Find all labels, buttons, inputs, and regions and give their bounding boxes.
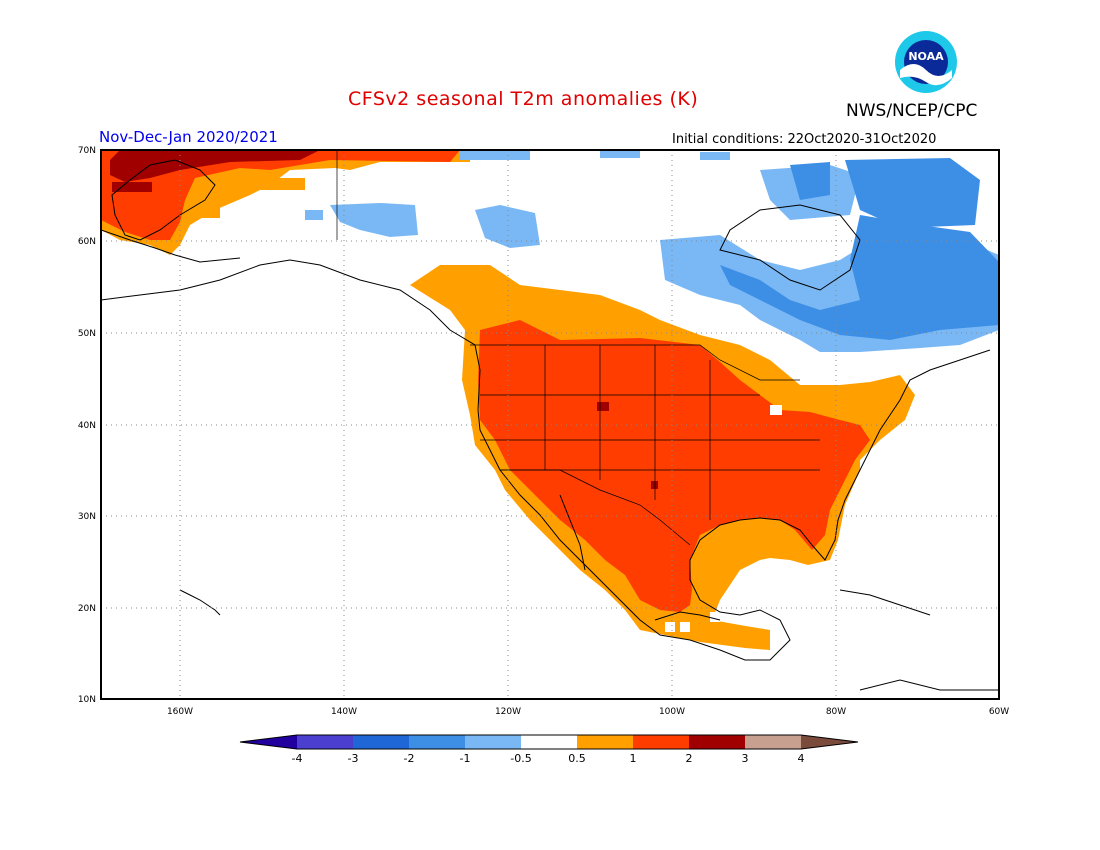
colorbar-segment: [409, 735, 465, 749]
colorbar-arrow-high: [801, 735, 858, 749]
dark-red-patch: [597, 402, 609, 411]
coastlines: [101, 159, 999, 691]
colorbar-segment: [297, 735, 353, 749]
longitude-labels: 160W 140W 120W 100W 80W 60W: [167, 707, 1009, 717]
canada-cool-patches: [305, 150, 999, 352]
colorbar-arrow-low: [240, 735, 297, 749]
colorbar-segment: [577, 735, 633, 749]
lon-label: 60W: [989, 707, 1009, 717]
initial-conditions: Initial conditions: 22Oct2020-31Oct2020: [672, 132, 937, 147]
colorbar-tick: -4: [292, 752, 303, 765]
latitude-labels: 70N 60N 50N 40N 30N 20N 10N: [78, 146, 96, 705]
lon-label: 120W: [495, 707, 521, 717]
lat-label: 30N: [78, 512, 96, 522]
lon-label: 80W: [826, 707, 846, 717]
colorbar-segment: [353, 735, 409, 749]
anomaly-fields: [101, 150, 999, 699]
lat-label: 40N: [78, 421, 96, 431]
colorbar-ticks: -4 -3 -2 -1 -0.5 0.5 1 2 3 4: [292, 752, 805, 765]
lat-label: 50N: [78, 329, 96, 339]
colorbar-segment: [521, 735, 577, 749]
map-title: CFSv2 seasonal T2m anomalies (K): [348, 88, 699, 110]
colorbar-segment: [745, 735, 801, 749]
red-field: [478, 320, 870, 612]
colorbar-tick: 0.5: [568, 752, 586, 765]
lat-label: 70N: [78, 146, 96, 156]
dark-red-patch: [651, 481, 658, 489]
colorbar-tick: 2: [686, 752, 693, 765]
colorbar-tick: -1: [460, 752, 471, 765]
forecast-period: Nov-Dec-Jan 2020/2021: [99, 128, 278, 146]
colorbar-tick: 4: [798, 752, 805, 765]
lon-label: 160W: [167, 707, 193, 717]
colorbar-segment: [633, 735, 689, 749]
noaa-logo-icon: NOAA: [895, 31, 957, 93]
lat-label: 20N: [78, 604, 96, 614]
colorbar-tick: -3: [348, 752, 359, 765]
lon-label: 140W: [331, 707, 357, 717]
colorbar-segment: [465, 735, 521, 749]
colorbar-tick: -2: [404, 752, 415, 765]
lon-label: 100W: [659, 707, 685, 717]
colorbar-segment: [689, 735, 745, 749]
lat-label: 60N: [78, 237, 96, 247]
lat-label: 10N: [78, 695, 96, 705]
map-frame: [100, 149, 1000, 700]
logo-text: NOAA: [908, 50, 944, 63]
political-borders: [336, 150, 820, 546]
colorbar: [239, 734, 859, 750]
colorbar-tick: 1: [630, 752, 637, 765]
colorbar-tick: 3: [742, 752, 749, 765]
colorbar-tick: -0.5: [510, 752, 531, 765]
organization-label: NWS/NCEP/CPC: [846, 101, 978, 121]
